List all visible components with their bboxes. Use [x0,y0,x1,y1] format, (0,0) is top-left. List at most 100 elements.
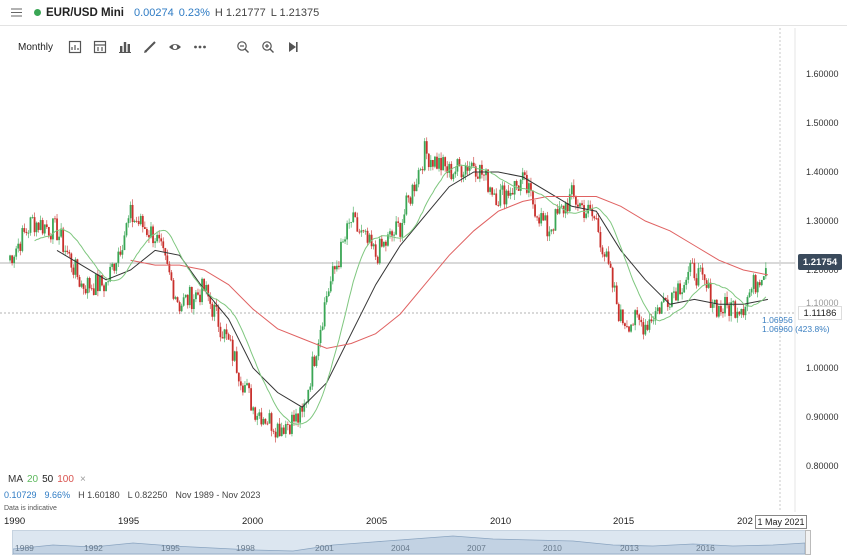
candle-body [225,329,228,335]
candle-body [744,306,747,316]
candle-body [413,184,416,192]
candle-body [137,221,140,225]
candle-body [603,254,606,257]
candle-body [630,324,632,332]
candle-body [427,153,430,168]
range-navigator[interactable] [12,530,806,555]
candle-body [468,166,471,171]
candle-body [84,288,87,294]
ma-100-label[interactable]: 100 [57,474,74,485]
candle-body [15,248,18,257]
candle-body [317,343,320,357]
price-label: 1.60000 [806,69,839,79]
candle-body [268,413,271,424]
candle-body [72,267,75,275]
candle-body [581,203,583,206]
price-label: 1.30000 [806,216,839,226]
candle-body [595,218,598,220]
candle-body [260,412,263,425]
ma-legend: MA 20 50 100 × [8,474,86,485]
candle-body [407,195,410,198]
candle-body [362,230,365,232]
candle-body [444,157,447,167]
candle-body [732,301,735,303]
candle-body [350,222,353,223]
bar-chart-icon[interactable] [117,39,133,55]
reference-price-tag: 1.11186 [798,306,842,320]
candle-body [319,329,322,344]
candle-body [242,385,244,393]
zoom-in-icon[interactable] [260,39,276,55]
more-icon[interactable] [192,39,208,55]
candle-body [528,183,530,193]
candle-body [677,283,679,301]
candle-body [715,299,718,317]
candle-body [668,306,671,308]
candle-body [235,351,238,373]
skip-to-end-icon[interactable] [285,39,301,55]
candle-body [382,241,385,247]
draw-icon[interactable] [142,39,158,55]
candle-body [687,271,690,280]
candle-body [572,185,575,196]
time-tick: 2005 [366,516,388,527]
hamburger-menu-icon[interactable] [4,0,28,26]
candle-body [346,223,348,240]
navigator-tick: 2001 [315,543,334,553]
eye-icon[interactable] [167,39,183,55]
candle-body [671,292,673,307]
candle-body [652,320,655,322]
candle-body [244,385,246,393]
candle-body [554,209,557,231]
zoom-out-icon[interactable] [235,39,251,55]
candle-body [335,265,338,270]
candle-body [474,166,477,177]
candle-body [368,234,371,243]
candle-body [262,418,265,425]
candle-body [289,424,291,434]
candle-body [143,227,146,230]
ma-50-label[interactable]: 50 [42,474,54,485]
candle-body [438,157,440,169]
candle-body [579,203,581,207]
candle-body [329,281,332,292]
close-ma-icon[interactable]: × [79,474,86,485]
candle-body [409,197,412,204]
navigator-right-handle[interactable] [805,530,811,555]
period-selector[interactable]: Monthly [18,41,54,53]
candle-body [188,286,191,306]
ma-20-label[interactable]: 20 [27,474,39,485]
candle-body [624,323,626,326]
candle-body [115,262,118,271]
candle-body [746,297,749,307]
candle-body [393,234,395,236]
price-label: 1.00000 [806,363,839,373]
candle-body [23,228,26,232]
candle-body [205,284,208,291]
candle-body [734,301,737,318]
time-tick: 1990 [4,516,26,527]
chart-type-icon[interactable] [67,39,83,55]
candle-body [223,329,226,339]
instrument-symbol[interactable]: EUR/USD Mini [46,6,124,19]
candle-body [154,241,156,244]
ma-label: MA [8,474,23,485]
candle-body [638,314,641,320]
candle-body [658,307,661,314]
indicators-icon[interactable] [92,39,108,55]
candle-body [421,169,424,171]
candle-body [448,163,451,173]
candle-body [366,230,369,243]
candle-body [599,232,602,248]
candle-body [301,407,304,412]
candle-body [666,299,669,307]
candle-body [756,282,759,293]
candle-body [397,221,400,223]
range-change-percent: 9.66% [44,490,71,500]
candle-body [458,159,461,167]
candle-body [442,157,445,171]
candle-body [94,274,97,295]
candle-body [331,266,334,282]
candle-body [309,386,312,390]
